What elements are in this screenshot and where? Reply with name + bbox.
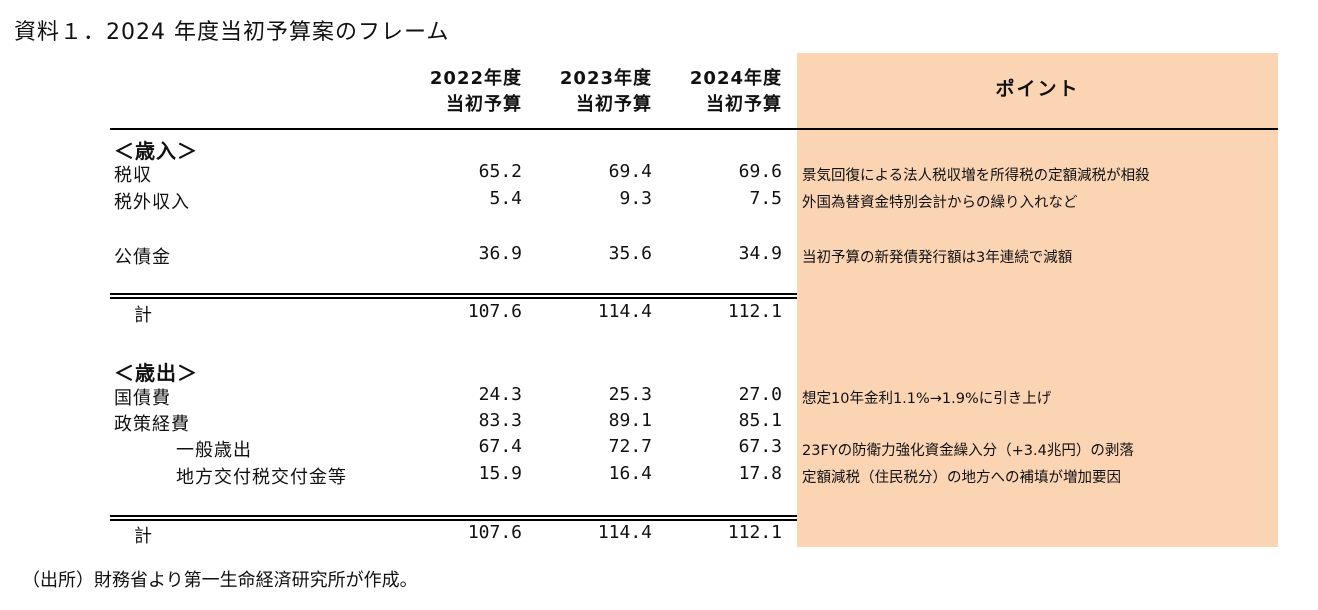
value-2024: 67.3 bbox=[738, 436, 782, 457]
row-label: 地方交付税交付金等 bbox=[176, 467, 347, 488]
value-2023: 114.4 bbox=[597, 522, 652, 543]
column-header-type: 当初予算 bbox=[706, 94, 782, 115]
table-row: 国債費 24.3 25.3 27.0 想定10年金利1.1%→1.9%に引き上げ bbox=[0, 384, 1318, 410]
value-2024: 112.1 bbox=[727, 301, 782, 322]
total-divider-revenue bbox=[110, 293, 797, 299]
value-2024: 69.6 bbox=[738, 161, 782, 182]
source-note: （出所）財務省より第一生命経済研究所が作成。 bbox=[22, 570, 418, 591]
row-point: 想定10年金利1.1%→1.9%に引き上げ bbox=[802, 391, 1052, 407]
table-row-total: 計 107.6 114.4 112.1 bbox=[0, 522, 1318, 548]
value-2022: 83.3 bbox=[478, 410, 522, 431]
value-2022: 36.9 bbox=[478, 243, 522, 264]
value-2023: 16.4 bbox=[608, 463, 652, 484]
value-2024: 85.1 bbox=[738, 410, 782, 431]
table-row: 一般歳出 67.4 72.7 67.3 23FYの防衛力強化資金繰入分（+3.4… bbox=[0, 436, 1318, 462]
value-2022: 5.4 bbox=[489, 188, 522, 209]
row-label: 税外収入 bbox=[114, 192, 190, 213]
column-header-2023: 2023年度 当初予算 bbox=[532, 66, 652, 118]
value-2024: 27.0 bbox=[738, 384, 782, 405]
column-header-2022: 2022年度 当初予算 bbox=[402, 66, 522, 118]
table-row-expenditure-section: ＜歳出＞ bbox=[0, 357, 1318, 385]
value-2024: 7.5 bbox=[749, 188, 782, 209]
table-row-total: 計 107.6 114.4 112.1 bbox=[0, 301, 1318, 327]
points-panel bbox=[797, 53, 1278, 547]
row-point: 外国為替資金特別会計からの繰り入れなど bbox=[802, 195, 1078, 211]
column-header-year: 2024年度 bbox=[689, 68, 782, 89]
row-label: 計 bbox=[134, 526, 153, 547]
column-header-year: 2022年度 bbox=[429, 68, 522, 89]
row-point: 23FYの防衛力強化資金繰入分（+3.4兆円）の剥落 bbox=[802, 443, 1134, 459]
column-header-type: 当初予算 bbox=[446, 94, 522, 115]
value-2023: 35.6 bbox=[608, 243, 652, 264]
row-label: 一般歳出 bbox=[176, 440, 252, 461]
row-label: 計 bbox=[134, 305, 153, 326]
value-2022: 107.6 bbox=[467, 522, 522, 543]
table-row: 政策経費 83.3 89.1 85.1 bbox=[0, 410, 1318, 436]
value-2023: 114.4 bbox=[597, 301, 652, 322]
value-2022: 107.6 bbox=[467, 301, 522, 322]
row-point: 定額減税（住民税分）の地方への補填が増加要因 bbox=[802, 470, 1121, 486]
value-2022: 67.4 bbox=[478, 436, 522, 457]
row-label: ＜歳入＞ bbox=[114, 139, 198, 163]
column-header-2024: 2024年度 当初予算 bbox=[662, 66, 782, 118]
total-divider-expenditure bbox=[110, 515, 797, 521]
table-row: 税外収入 5.4 9.3 7.5 外国為替資金特別会計からの繰り入れなど bbox=[0, 188, 1318, 214]
value-2024: 34.9 bbox=[738, 243, 782, 264]
table-row: 税収 65.2 69.4 69.6 景気回復による法人税収増を所得税の定額減税が… bbox=[0, 161, 1318, 187]
table-row: 公債金 36.9 35.6 34.9 当初予算の新発債発行額は3年連続で減額 bbox=[0, 243, 1318, 269]
value-2024: 17.8 bbox=[738, 463, 782, 484]
row-label: 政策経費 bbox=[114, 414, 190, 435]
value-2023: 89.1 bbox=[608, 410, 652, 431]
column-header-type: 当初予算 bbox=[576, 94, 652, 115]
value-2023: 69.4 bbox=[608, 161, 652, 182]
value-2022: 24.3 bbox=[478, 384, 522, 405]
value-2023: 25.3 bbox=[608, 384, 652, 405]
value-2022: 65.2 bbox=[478, 161, 522, 182]
row-label: 税収 bbox=[114, 165, 152, 186]
row-label: ＜歳出＞ bbox=[114, 361, 198, 385]
column-header-year: 2023年度 bbox=[559, 68, 652, 89]
page-title: 資料１．2024 年度当初予算案のフレーム bbox=[14, 20, 450, 45]
points-header: ポイント bbox=[995, 78, 1080, 100]
value-2023: 9.3 bbox=[619, 188, 652, 209]
row-point: 当初予算の新発債発行額は3年連続で減額 bbox=[802, 250, 1073, 266]
header-divider bbox=[110, 128, 1278, 130]
value-2022: 15.9 bbox=[478, 463, 522, 484]
table-row: 地方交付税交付金等 15.9 16.4 17.8 定額減税（住民税分）の地方への… bbox=[0, 463, 1318, 489]
value-2023: 72.7 bbox=[608, 436, 652, 457]
row-label: 国債費 bbox=[114, 388, 171, 409]
table-row-revenue-section: ＜歳入＞ bbox=[0, 135, 1318, 163]
row-label: 公債金 bbox=[114, 247, 171, 268]
value-2024: 112.1 bbox=[727, 522, 782, 543]
row-point: 景気回復による法人税収増を所得税の定額減税が相殺 bbox=[802, 168, 1150, 184]
